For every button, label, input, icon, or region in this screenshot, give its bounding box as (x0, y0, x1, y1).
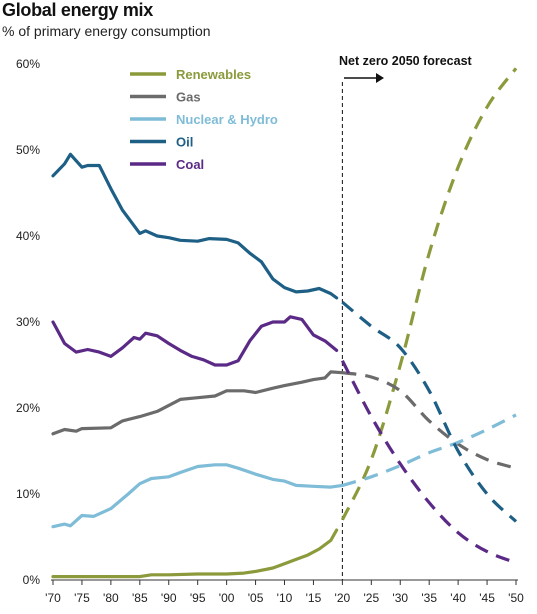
y-tick-label: 40% (16, 229, 40, 243)
legend-label: Gas (176, 90, 201, 105)
legend-item-nuclear-hydro: Nuclear & Hydro (130, 112, 278, 127)
chart-subtitle: % of primary energy consumption (2, 23, 211, 39)
x-tick-label: '00 (219, 591, 235, 605)
legend-label: Renewables (176, 67, 251, 82)
y-tick-label: 30% (16, 315, 40, 329)
legend-item-coal: Coal (130, 157, 204, 172)
x-tick-label: '40 (450, 591, 466, 605)
y-tick-label: 0% (23, 573, 41, 587)
coal-forecast-line (340, 359, 517, 565)
x-tick-label: '30 (392, 591, 408, 605)
chart-title: Global energy mix (2, 0, 153, 20)
nuclear-hydro-historical-line (51, 463, 344, 529)
x-tick-label: '85 (132, 591, 148, 605)
x-tick-label: '10 (277, 591, 293, 605)
oil-historical-line (51, 152, 339, 300)
legend-item-renewables: Renewables (130, 67, 251, 82)
series-lines (51, 67, 518, 579)
coal-historical-line (51, 315, 339, 367)
axes: 0% 10% 20% 30% 40% 50% 60% '70 '75 '80 '85 '90 '95 '0… (16, 57, 524, 605)
oil-forecast-line (341, 300, 518, 523)
nuclear-hydro-forecast-line (341, 413, 517, 487)
renewables-forecast-line (340, 67, 518, 521)
x-tick-label: '95 (190, 591, 206, 605)
legend-label: Coal (176, 157, 204, 172)
x-tick-label: '05 (248, 591, 264, 605)
y-tick-label: 20% (16, 401, 40, 415)
legend: Renewables Gas Nuclear & Hydro Oil Coal (130, 67, 278, 172)
forecast-label: Net zero 2050 forecast (339, 54, 473, 68)
x-tick-label: '15 (306, 591, 322, 605)
x-tick-label: '25 (363, 591, 379, 605)
gas-forecast-line (342, 371, 517, 470)
forecast-annotation: Net zero 2050 forecast (339, 54, 473, 83)
y-tick-label: 60% (16, 57, 40, 71)
y-tick-label: 10% (16, 487, 40, 501)
legend-item-gas: Gas (130, 90, 201, 105)
forecast-arrow-head (376, 73, 384, 83)
x-tick-label: '20 (335, 591, 351, 605)
legend-item-oil: Oil (130, 135, 193, 150)
gas-historical-line (51, 370, 344, 436)
legend-label: Nuclear & Hydro (176, 112, 278, 127)
x-tick-label: '45 (479, 591, 495, 605)
y-tick-label: 50% (16, 143, 40, 157)
x-tick-label: '80 (103, 591, 119, 605)
x-tick-label: '75 (74, 591, 90, 605)
renewables-historical-line (51, 528, 339, 579)
x-tick-label: '90 (161, 591, 177, 605)
x-tick-label: '70 (45, 591, 61, 605)
x-tick-label: '50 (508, 591, 524, 605)
legend-label: Oil (176, 135, 193, 150)
x-tick-label: '35 (421, 591, 437, 605)
